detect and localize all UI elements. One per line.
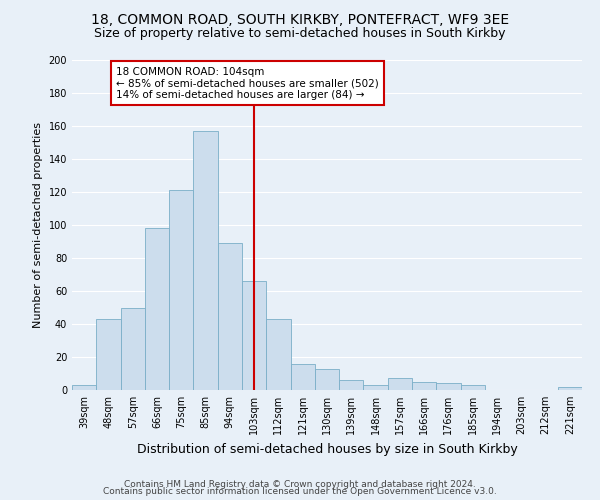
Bar <box>145 228 169 390</box>
X-axis label: Distribution of semi-detached houses by size in South Kirkby: Distribution of semi-detached houses by … <box>137 442 517 456</box>
Bar <box>290 364 315 390</box>
Text: Contains HM Land Registry data © Crown copyright and database right 2024.: Contains HM Land Registry data © Crown c… <box>124 480 476 489</box>
Bar <box>266 319 290 390</box>
Bar <box>388 378 412 390</box>
Text: Contains public sector information licensed under the Open Government Licence v3: Contains public sector information licen… <box>103 488 497 496</box>
Text: 18, COMMON ROAD, SOUTH KIRKBY, PONTEFRACT, WF9 3EE: 18, COMMON ROAD, SOUTH KIRKBY, PONTEFRAC… <box>91 12 509 26</box>
Bar <box>364 385 388 390</box>
Bar <box>558 386 582 390</box>
Bar <box>96 319 121 390</box>
Bar <box>315 368 339 390</box>
Bar <box>72 385 96 390</box>
Bar <box>412 382 436 390</box>
Bar <box>169 190 193 390</box>
Text: Size of property relative to semi-detached houses in South Kirkby: Size of property relative to semi-detach… <box>94 28 506 40</box>
Bar <box>193 131 218 390</box>
Bar <box>339 380 364 390</box>
Bar <box>461 385 485 390</box>
Y-axis label: Number of semi-detached properties: Number of semi-detached properties <box>33 122 43 328</box>
Bar <box>218 243 242 390</box>
Bar <box>242 281 266 390</box>
Bar <box>121 308 145 390</box>
Bar <box>436 384 461 390</box>
Text: 18 COMMON ROAD: 104sqm
← 85% of semi-detached houses are smaller (502)
14% of se: 18 COMMON ROAD: 104sqm ← 85% of semi-det… <box>116 66 379 100</box>
